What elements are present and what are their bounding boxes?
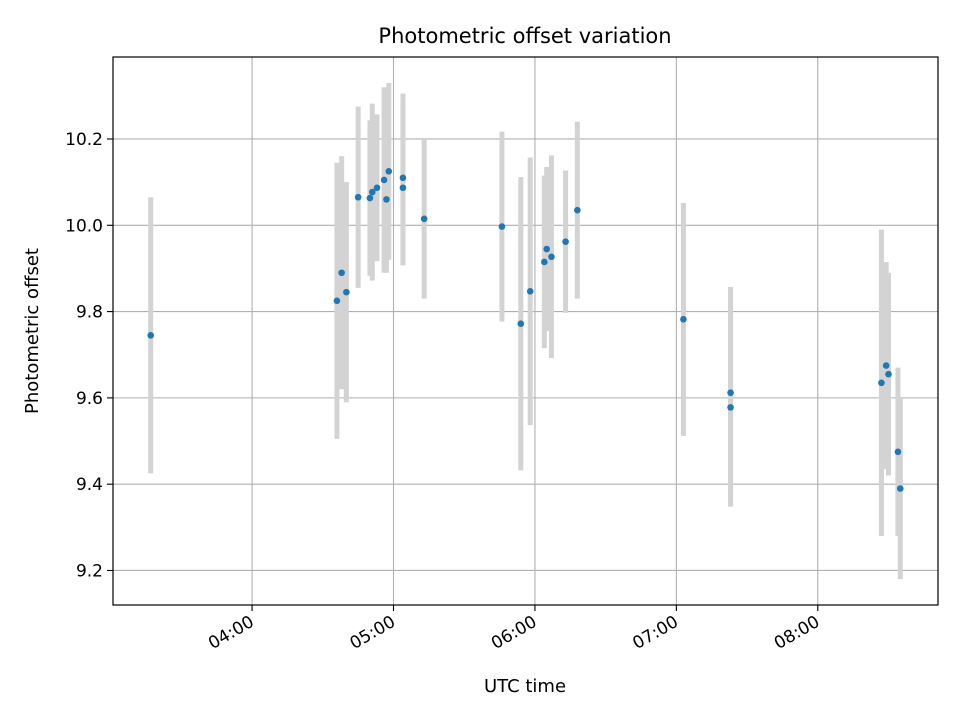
data-point [541, 258, 548, 266]
data-point [878, 379, 885, 387]
data-point [338, 269, 345, 277]
data-point [399, 184, 407, 192]
data-point [548, 253, 555, 261]
y-tick-label: 10.0 [65, 216, 103, 236]
y-tick-label: 9.2 [76, 561, 103, 581]
data-point [680, 316, 687, 323]
x-axis-title: UTC time [484, 676, 566, 697]
y-axis-title: Photometric offset [22, 248, 43, 414]
data-point [517, 320, 525, 327]
data-point [368, 188, 376, 196]
data-point [366, 194, 374, 202]
data-point [896, 485, 904, 492]
data-point [727, 404, 734, 411]
grid [113, 57, 938, 605]
y-tick-label: 9.6 [76, 389, 103, 409]
data-point [574, 206, 581, 214]
data-point [343, 288, 350, 296]
data-point [498, 223, 506, 230]
y-tick-label: 10.2 [65, 130, 103, 150]
data-point [333, 297, 341, 305]
data-point [894, 448, 902, 456]
data-point [526, 288, 534, 295]
data-point [383, 196, 390, 203]
data-point [380, 176, 388, 184]
data-point [147, 332, 155, 339]
data-point [354, 193, 362, 201]
data-point [399, 174, 407, 182]
data-point [885, 370, 892, 378]
y-axis: 9.2 9.4 9.6 9.8 10.0 10.2 [65, 130, 113, 581]
y-tick-label: 9.4 [76, 475, 103, 495]
plot-frame [112, 56, 939, 606]
data-point [562, 238, 569, 245]
data-points [147, 168, 904, 492]
data-point [420, 215, 428, 223]
data-point [882, 362, 890, 369]
data-point [727, 389, 734, 397]
data-point [385, 168, 393, 175]
y-tick-label: 9.8 [76, 303, 103, 323]
data-point [373, 184, 381, 192]
chart-title: Photometric offset variation [378, 24, 671, 48]
data-point [543, 245, 551, 253]
